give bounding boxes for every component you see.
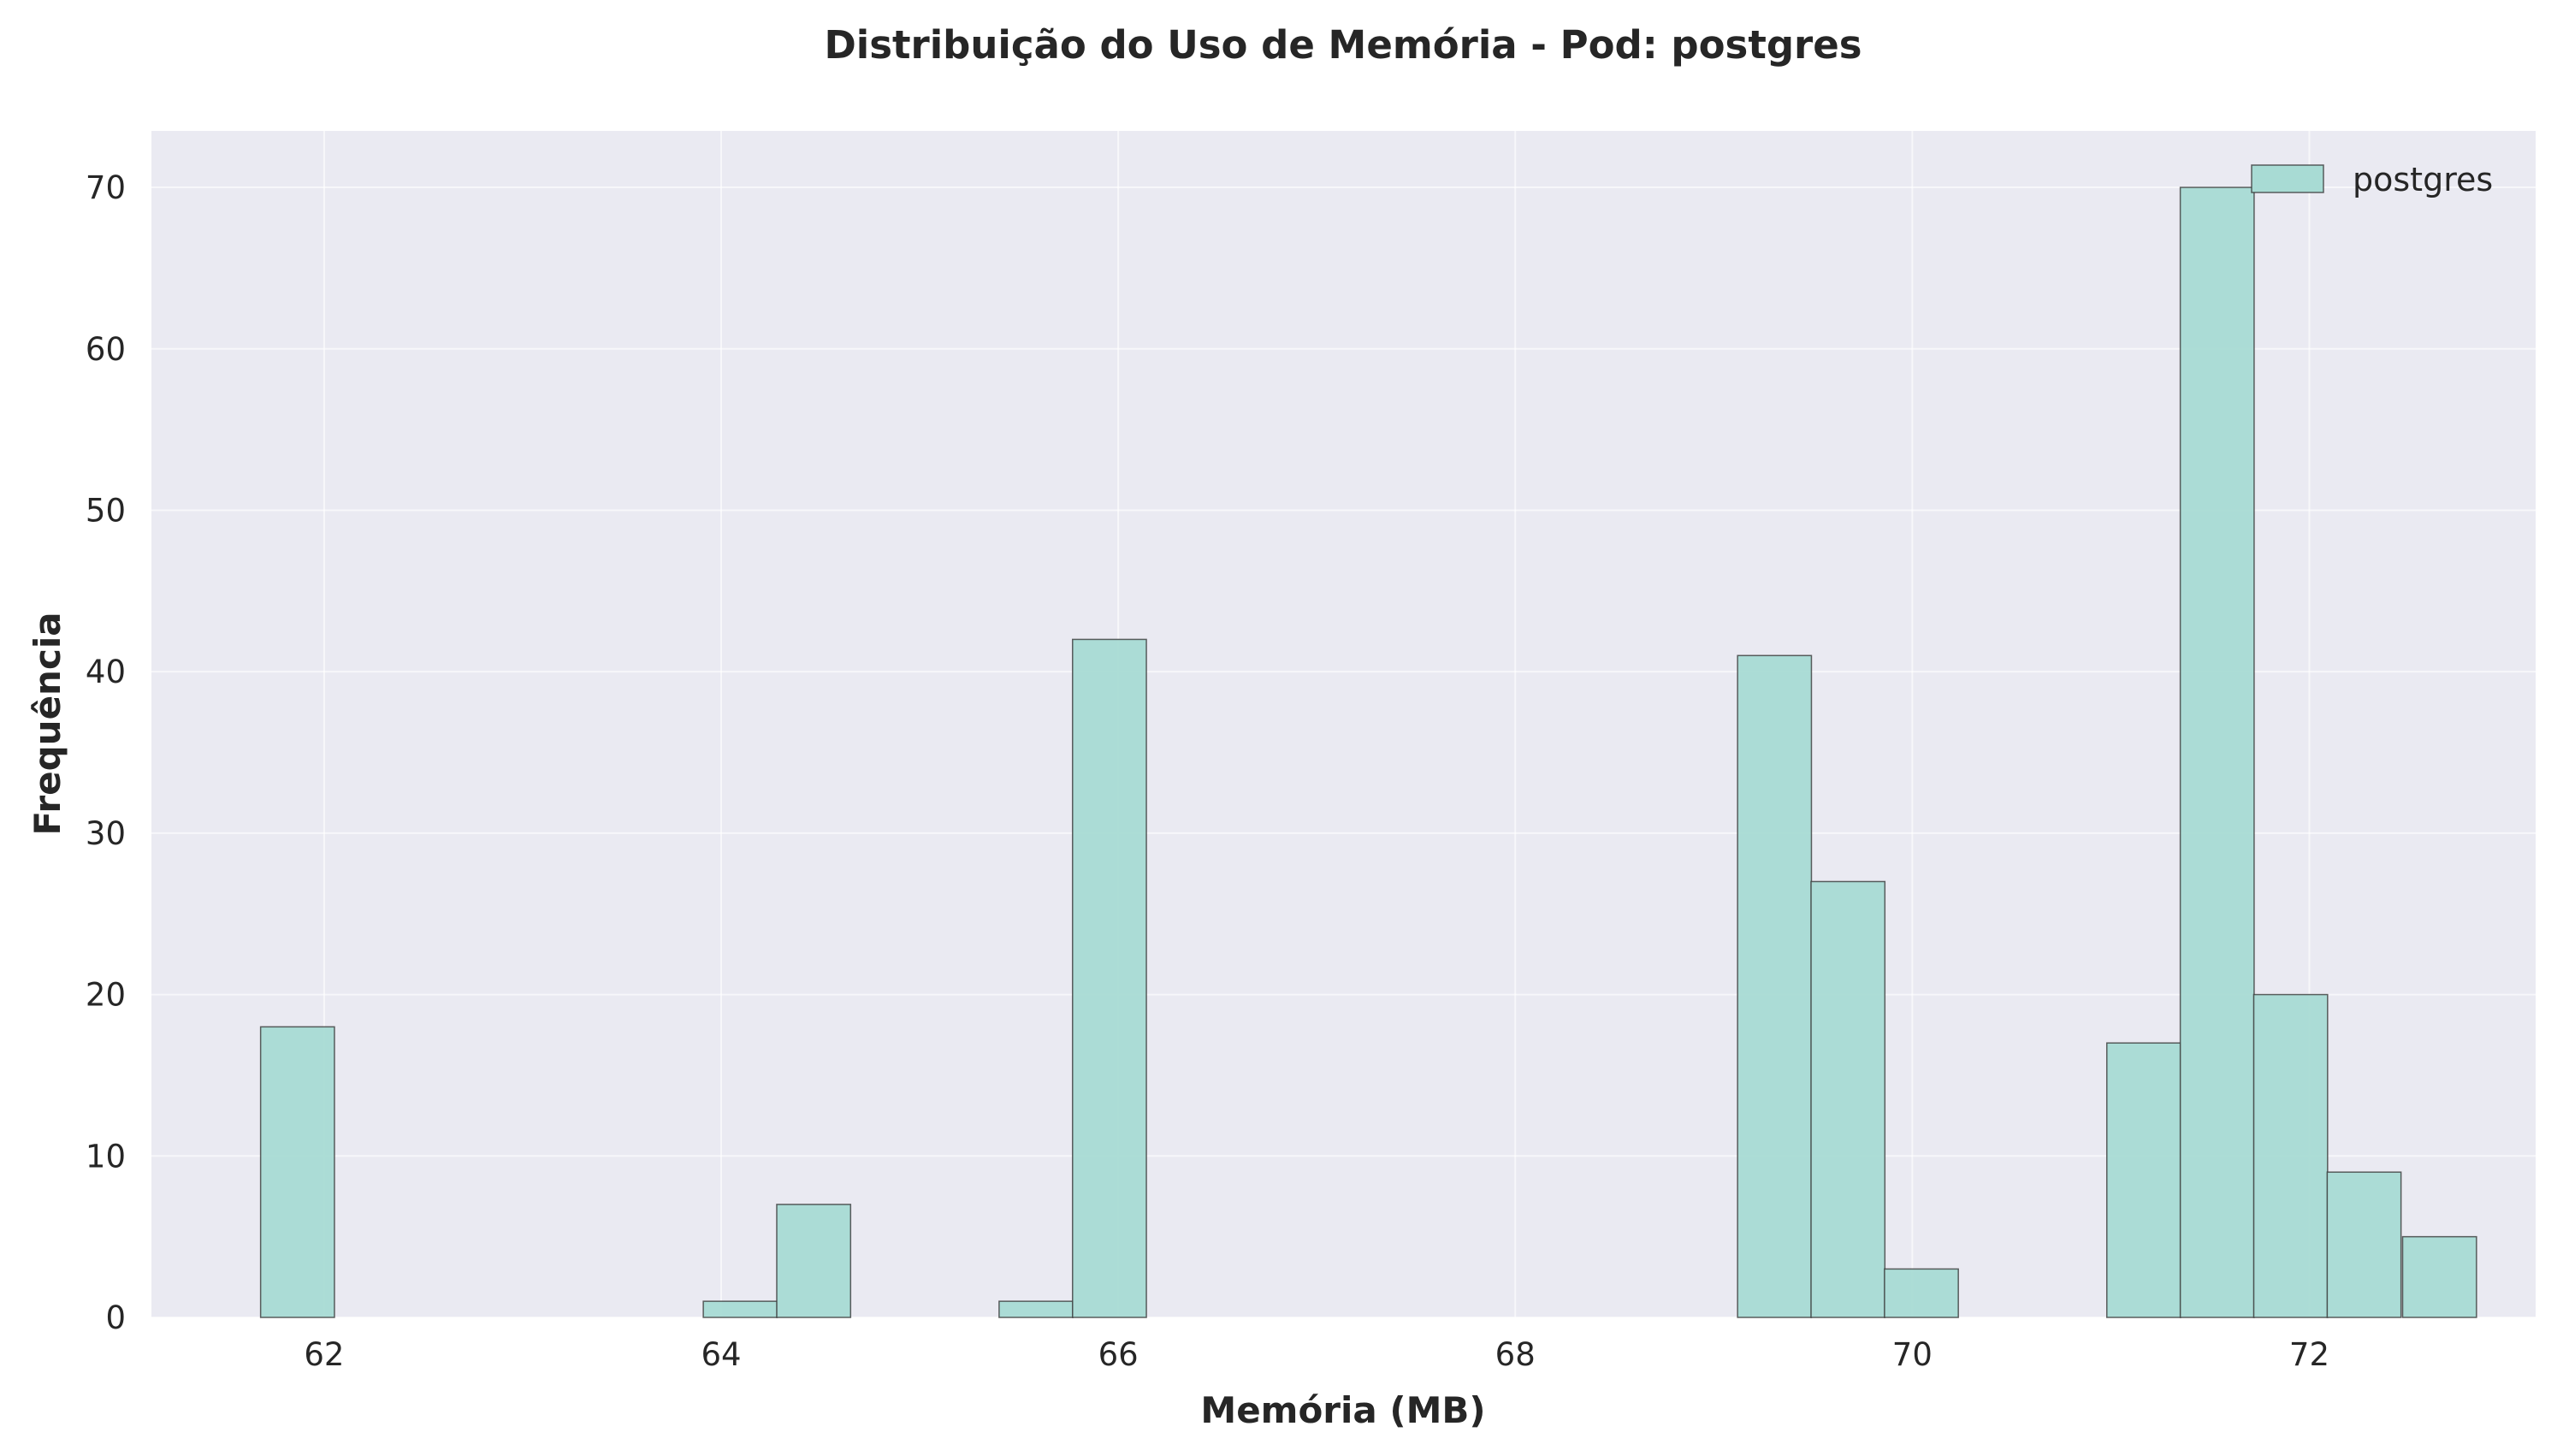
y-tick-label: 40 [86,654,126,690]
histogram-bar [776,1204,852,1318]
y-tick-label: 70 [86,169,126,206]
y-tick-label: 20 [86,977,126,1014]
histogram-bar [1737,654,1813,1318]
x-axis-label: Memória (MB) [1200,1389,1485,1431]
chart-title: Distribuição do Uso de Memória - Pod: po… [824,22,1862,68]
x-tick-label: 68 [1495,1336,1536,1373]
x-tick-label: 64 [701,1336,741,1373]
histogram-bar [2252,993,2329,1318]
histogram-bar [2401,1235,2477,1318]
histogram-bar [998,1300,1074,1318]
x-tick-label: 66 [1098,1336,1139,1373]
x-tick-label: 70 [1892,1336,1933,1373]
histogram-bar [2179,186,2255,1318]
histogram-bar [1071,638,1147,1318]
y-axis-label: Frequência [27,612,68,835]
legend-swatch [2251,164,2324,193]
y-axis-ticks: 0 10 20 30 40 50 60 70 [86,169,126,1336]
x-axis-ticks: 62 64 66 68 70 72 [304,1336,2329,1373]
histogram-bar [2106,1042,2181,1318]
x-tick-label: 62 [304,1336,344,1373]
y-tick-label: 0 [105,1299,126,1336]
legend-label: postgres [2353,161,2493,198]
histogram-bar [1810,880,1886,1318]
histogram-bar [702,1300,778,1318]
x-tick-label: 72 [2289,1336,2329,1373]
y-tick-label: 50 [86,492,126,529]
histogram-bar [259,1026,335,1318]
histogram-bar [1884,1268,1959,1318]
y-tick-label: 30 [86,815,126,852]
legend: postgres [2251,161,2493,198]
histogram-bar [2326,1171,2402,1318]
y-tick-label: 60 [86,331,126,368]
histogram-bars [259,186,2477,1318]
y-tick-label: 10 [86,1138,126,1175]
